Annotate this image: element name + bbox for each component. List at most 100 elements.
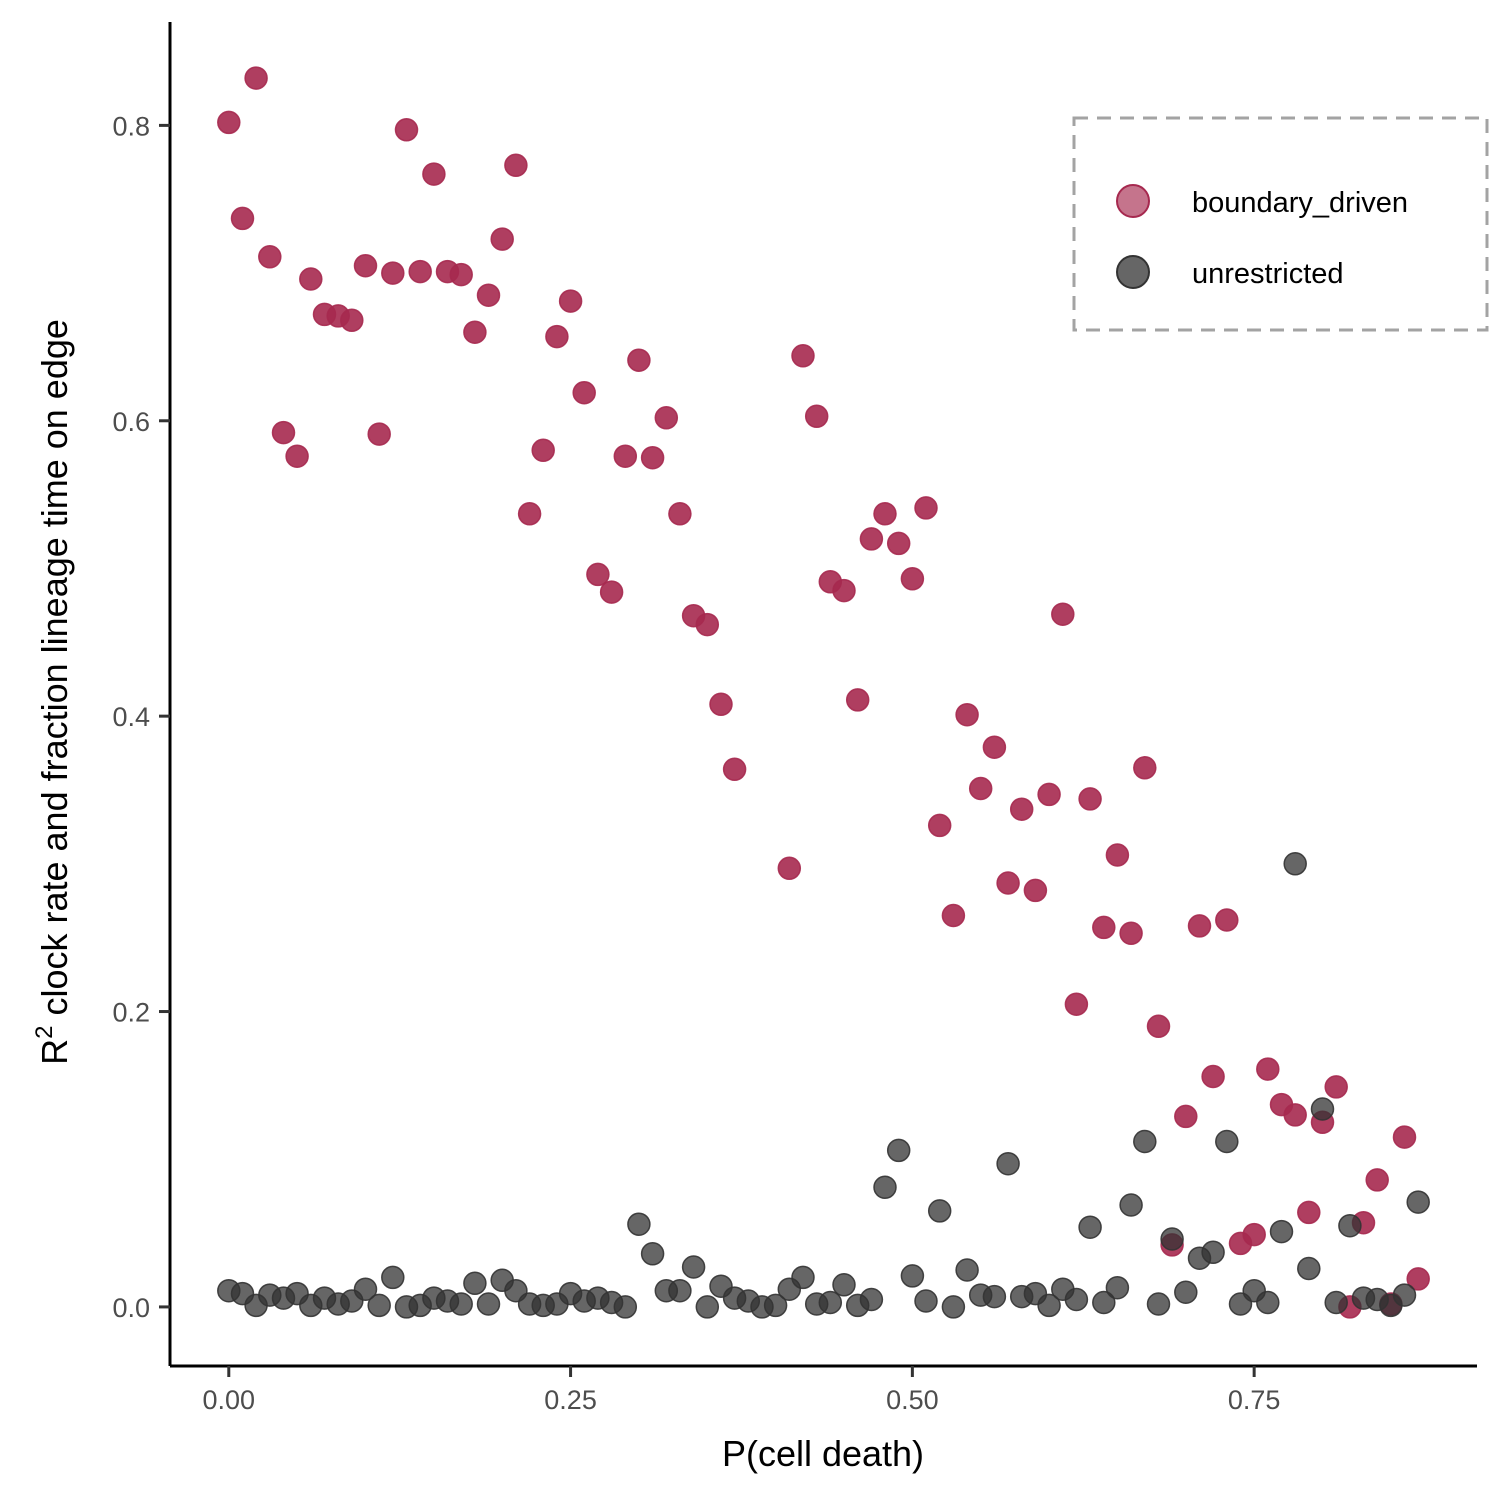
point-unrestricted-78 (1283, 852, 1307, 876)
point-boundary-driven-11 (367, 422, 391, 446)
point-boundary-driven-60 (1078, 787, 1102, 811)
legend-box (1072, 116, 1489, 332)
point-boundary-driven-26 (572, 380, 596, 405)
point-unrestricted-86 (1392, 1283, 1417, 1307)
point-unrestricted-65 (1105, 1275, 1130, 1300)
y-tick-label: 0.2 (112, 998, 150, 1028)
point-boundary-driven-47 (900, 567, 925, 591)
point-unrestricted-62 (1064, 1287, 1089, 1312)
point-unrestricted-48 (873, 1175, 897, 1200)
point-unrestricted-69 (1160, 1227, 1184, 1251)
point-boundary-driven-22 (517, 502, 542, 526)
point-unrestricted-34 (681, 1255, 706, 1279)
point-unrestricted-52 (927, 1199, 952, 1223)
point-boundary-driven-30 (627, 348, 651, 372)
point-boundary-driven-43 (845, 688, 870, 712)
point-unrestricted-50 (900, 1264, 925, 1288)
point-boundary-driven-23 (531, 438, 555, 463)
point-boundary-driven-13 (394, 118, 419, 142)
point-unrestricted-49 (886, 1138, 911, 1163)
point-boundary-driven-59 (1064, 992, 1089, 1016)
x-tick-label: 0.50 (886, 1385, 939, 1415)
point-boundary-driven-58 (1051, 602, 1075, 626)
point-boundary-driven-53 (982, 735, 1007, 759)
point-boundary-driven-64 (1133, 756, 1157, 780)
point-boundary-driven-63 (1119, 921, 1143, 946)
point-boundary-driven-5 (285, 444, 309, 468)
point-boundary-driven-10 (353, 253, 378, 278)
point-boundary-driven-73 (1256, 1057, 1280, 1081)
point-unrestricted-45 (832, 1273, 856, 1297)
point-unrestricted-53 (941, 1295, 966, 1319)
y-tick-label: 0.6 (112, 407, 150, 437)
x-tick-label: 0.25 (544, 1385, 597, 1415)
point-boundary-driven-29 (613, 444, 638, 468)
point-unrestricted-60 (1037, 1293, 1061, 1318)
point-boundary-driven-2 (244, 66, 268, 90)
point-unrestricted-10 (353, 1277, 378, 1301)
legend-label-unrestricted: unrestricted (1192, 258, 1344, 290)
legend: boundary_driven unrestricted (1072, 116, 1489, 332)
point-unrestricted-30 (627, 1212, 651, 1236)
point-unrestricted-40 (763, 1293, 788, 1318)
point-boundary-driven-32 (654, 406, 679, 430)
point-boundary-driven-65 (1146, 1014, 1171, 1039)
point-boundary-driven-57 (1037, 782, 1061, 807)
y-axis-title-rest: clock rate and fraction lineage time on … (34, 319, 75, 1025)
point-boundary-driven-78 (1324, 1075, 1348, 1099)
point-unrestricted-29 (613, 1295, 638, 1319)
y-axis-title-prefix: R (34, 1039, 75, 1065)
point-boundary-driven-46 (886, 531, 911, 556)
point-boundary-driven-27 (586, 562, 610, 587)
y-ticks: 0.0 0.2 0.4 0.6 0.8 (112, 111, 170, 1323)
point-unrestricted-82 (1338, 1213, 1362, 1238)
point-boundary-driven-24 (545, 324, 569, 349)
point-unrestricted-47 (859, 1287, 884, 1312)
point-boundary-driven-49 (927, 813, 952, 838)
point-unrestricted-87 (1406, 1190, 1430, 1214)
point-boundary-driven-81 (1365, 1168, 1389, 1192)
point-boundary-driven-25 (558, 289, 583, 313)
x-tick-label: 0.00 (203, 1385, 256, 1415)
point-boundary-driven-68 (1187, 914, 1212, 938)
point-boundary-driven-20 (490, 227, 514, 251)
y-axis-title: R2 clock rate and fraction lineage time … (31, 319, 75, 1065)
point-boundary-driven-12 (381, 261, 405, 285)
legend-key-unrestricted (1116, 255, 1150, 289)
point-unrestricted-33 (668, 1278, 692, 1303)
point-unrestricted-80 (1310, 1097, 1335, 1121)
point-unrestricted-54 (955, 1258, 979, 1282)
point-boundary-driven-31 (640, 445, 665, 470)
point-boundary-driven-61 (1092, 915, 1116, 940)
point-boundary-driven-19 (476, 283, 501, 307)
y-tick-label: 0.0 (112, 1293, 150, 1323)
point-boundary-driven-75 (1283, 1103, 1307, 1127)
point-unrestricted-72 (1201, 1240, 1225, 1265)
point-unrestricted-64 (1092, 1290, 1116, 1315)
legend-label-boundary-driven: boundary_driven (1192, 187, 1408, 219)
point-boundary-driven-35 (695, 612, 720, 637)
point-boundary-driven-50 (941, 903, 966, 928)
point-boundary-driven-39 (791, 344, 815, 368)
point-unrestricted-18 (463, 1271, 487, 1296)
point-unrestricted-51 (914, 1289, 938, 1313)
point-boundary-driven-48 (914, 496, 938, 520)
point-unrestricted-81 (1324, 1290, 1348, 1315)
point-unrestricted-19 (476, 1292, 501, 1316)
point-unrestricted-35 (695, 1295, 720, 1319)
point-boundary-driven-70 (1215, 908, 1239, 932)
x-ticks: 0.00 0.25 0.50 0.75 (203, 1366, 1280, 1415)
point-boundary-driven-38 (777, 856, 802, 881)
point-boundary-driven-56 (1023, 878, 1048, 903)
point-boundary-driven-67 (1174, 1104, 1198, 1129)
point-boundary-driven-52 (968, 776, 993, 801)
point-unrestricted-57 (996, 1151, 1020, 1176)
point-unrestricted-63 (1078, 1215, 1102, 1239)
point-boundary-driven-0 (217, 110, 241, 135)
point-boundary-driven-6 (299, 267, 323, 291)
point-boundary-driven-54 (996, 871, 1020, 895)
point-unrestricted-42 (791, 1265, 815, 1290)
point-boundary-driven-4 (271, 420, 296, 445)
point-unrestricted-44 (818, 1290, 843, 1315)
